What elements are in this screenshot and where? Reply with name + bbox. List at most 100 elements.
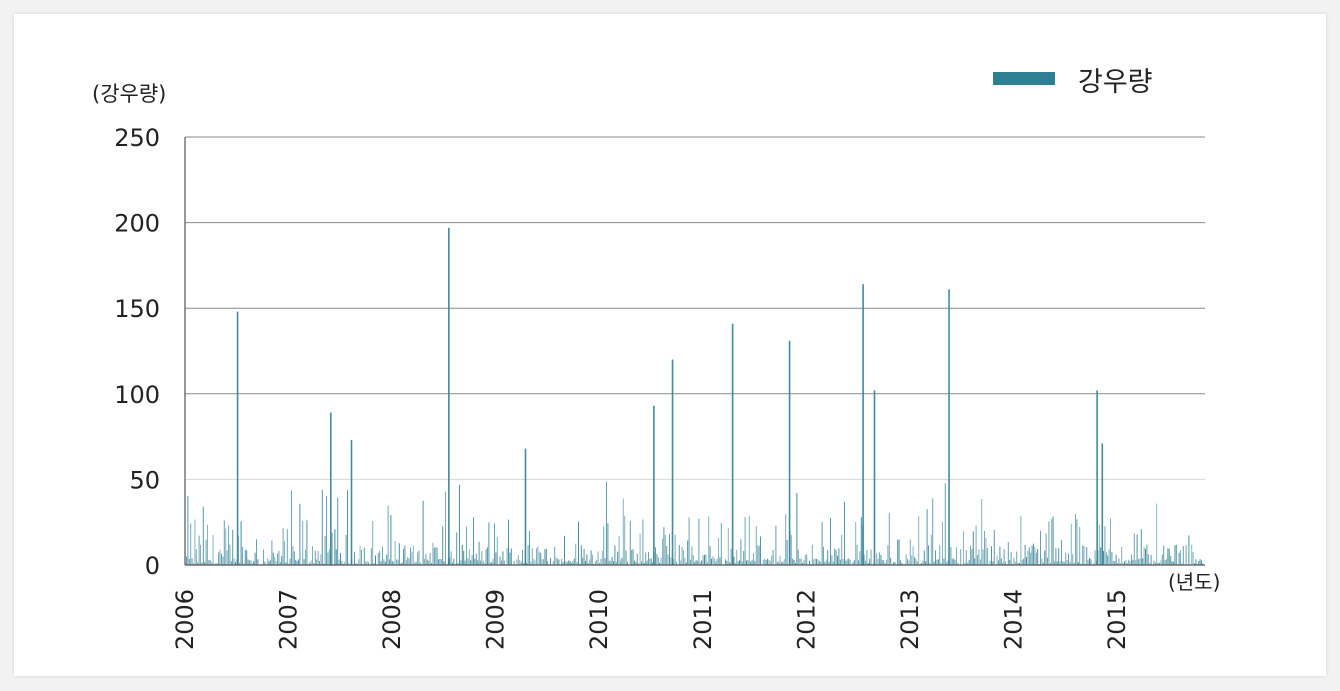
rainfall-bar [1062,561,1064,565]
rainfall-bar [820,562,822,565]
rainfall-bar [1052,516,1054,565]
rainfall-bar [299,503,301,565]
rainfall-bar [863,554,865,565]
rainfall-bar [866,550,868,565]
rainfall-bar [967,562,969,565]
rainfall-bar [356,563,358,565]
rainfall-bar [1005,561,1006,565]
rainfall-bar [839,559,841,565]
rainfall-bar [727,527,729,565]
rainfall-bar [925,561,927,565]
rainfall-bar [718,537,719,565]
rainfall-bar [590,550,592,565]
rainfall-bar [625,550,627,565]
rainfall-bar [429,553,431,565]
rainfall-bar [382,546,383,565]
rainfall-bar [1164,559,1166,565]
rainfall-bar [685,562,687,565]
rainfall-bar [1012,563,1013,565]
rainfall-bar [655,547,656,565]
rainfall-bar [431,562,432,565]
rainfall-bar [946,561,948,565]
rainfall-bar [932,498,934,565]
rainfall-bar [965,550,967,565]
rainfall-bar [937,559,939,565]
rainfall-bar [384,561,386,565]
rainfall-bar [1055,548,1057,565]
y-tick-200: 200 [114,210,160,238]
rainfall-bar [309,562,311,565]
rainfall-bar [411,551,413,565]
rainfall-bar [1035,552,1037,565]
rainfall-bar [1147,554,1149,565]
rainfall-bar [614,545,616,565]
rainfall-bar [922,560,924,565]
rainfall-bar [372,520,374,565]
rainfall-bar [639,533,641,565]
rainfall-bar [985,538,987,565]
rainfall-bar [935,550,936,565]
rainfall-bar [1077,561,1079,565]
rainfall-bar [1111,551,1113,565]
rainfall-bar [1094,550,1096,565]
rainfall-bar [870,549,872,565]
rainfall-bar [894,561,896,565]
rainfall-bar [439,558,441,565]
rainfall-bar [957,563,959,565]
rainfall-bar [768,559,770,565]
rainfall-peak-4 [524,448,527,565]
rainfall-bar [996,555,998,565]
rainfall-bar [1198,560,1200,565]
rainfall-bar [1079,526,1081,565]
rainfall-bar [1128,559,1130,565]
rainfall-bar [772,549,774,565]
rainfall-bar [1059,560,1061,565]
rainfall-bar [337,497,339,565]
rainfall-bar [923,550,925,565]
rainfall-bar [690,559,691,565]
rainfall-bar [827,550,829,565]
rainfall-bar [942,521,943,565]
rainfall-bar [1017,562,1019,565]
rainfall-bar [477,560,479,565]
rainfall-bar [293,551,295,565]
rainfall-bar [485,549,487,565]
rainfall-bar [678,545,680,565]
rainfall-bar [257,559,259,565]
rainfall-bar [1047,557,1048,565]
rainfall-bar [858,560,859,565]
rainfall-bar [860,517,862,565]
rainfall-bar [1163,545,1165,565]
rainfall-bar [414,562,416,565]
rainfall-bar [597,551,599,565]
rainfall-bar [737,561,739,565]
rainfall-bar [1024,544,1026,565]
rainfall-bar [974,558,976,565]
rainfall-bar [750,561,752,565]
rainfall-bar [1049,563,1051,565]
rainfall-bar [1114,561,1116,565]
rainfall-bar [1171,561,1173,565]
rainfall-bar [912,546,914,565]
rainfall-bar [282,528,284,565]
rainfall-bar [1136,534,1138,565]
rainfall-bar [999,546,1001,565]
rainfall-bar [936,559,938,565]
rainfall-bar [358,559,360,565]
rainfall-bar [943,558,945,565]
rainfall-bar [296,561,298,565]
rainfall-bar [467,558,469,565]
rainfall-bar [246,550,248,565]
rainfall-bar [579,563,581,565]
rainfall-bar [389,559,390,565]
rainfall-bar [334,529,336,565]
rainfall-bar [1026,557,1027,565]
rainfall-bar [404,545,406,565]
rainfall-bar [956,547,957,565]
rainfall-bar [1087,559,1089,565]
rainfall-bar [1168,548,1170,565]
rainfall-bar [585,560,586,565]
rainfall-bar [1072,554,1074,565]
rainfall-bar [1157,562,1159,565]
